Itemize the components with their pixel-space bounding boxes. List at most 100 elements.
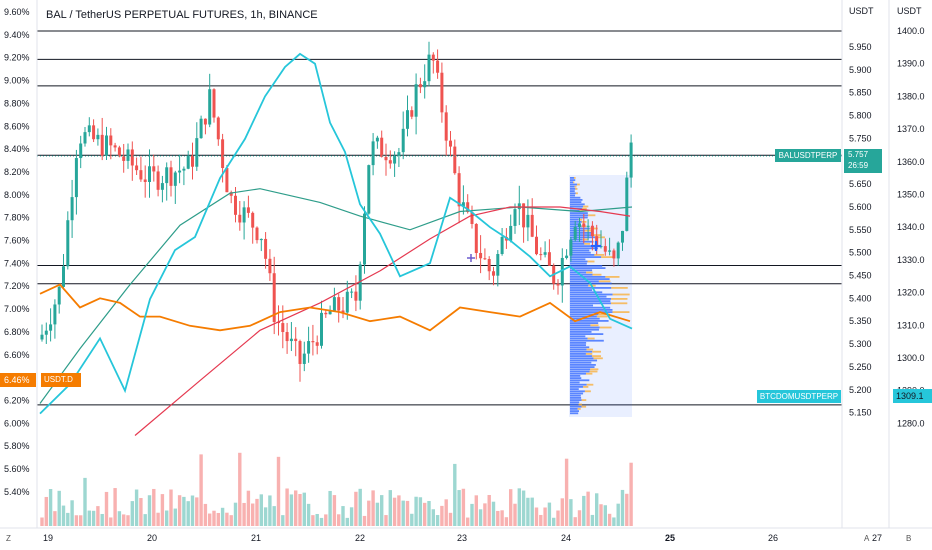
btcdom-symbol-label[interactable]: BTCDOMUSDTPERP <box>757 390 841 403</box>
volume-bar <box>616 503 620 526</box>
volume-bar <box>500 510 504 526</box>
profile-bar <box>570 350 593 353</box>
profile-bar <box>570 218 579 221</box>
volume-bar <box>534 507 539 526</box>
volume-bar <box>44 496 48 526</box>
time-axis[interactable]: 19 20 21 22 23 24 25 26 27 <box>43 533 882 543</box>
candle-body <box>535 236 538 255</box>
profile-bar <box>570 300 611 302</box>
volume-bar <box>319 517 324 526</box>
profile-bar <box>570 381 580 384</box>
left-axis-tick: 9.60% <box>4 7 30 17</box>
profile-bar <box>570 236 595 239</box>
profile-bar <box>570 295 607 298</box>
candle-body <box>117 147 121 157</box>
profile-bar <box>570 313 599 316</box>
mid-axis-tick: 5.650 <box>849 179 872 189</box>
profile-bar <box>570 322 599 324</box>
bal-countdown: 26:59 <box>848 161 869 170</box>
volume-bar <box>48 489 53 526</box>
candle-body <box>203 118 207 125</box>
volume-bar <box>457 490 461 526</box>
volume-bar <box>384 515 388 526</box>
candle-body <box>268 258 272 274</box>
plot-area[interactable] <box>37 0 842 528</box>
right-axis-tick: 1390.0 <box>897 59 925 69</box>
volume-bar <box>160 494 165 526</box>
candle-body <box>479 252 483 259</box>
candle-body <box>375 137 379 142</box>
candle-body <box>216 117 220 140</box>
volume-bar <box>526 497 530 526</box>
left-axis-tick: 7.40% <box>4 258 30 268</box>
profile-bar <box>570 203 585 206</box>
candle-body <box>315 342 319 346</box>
candle-body <box>234 195 237 215</box>
bal-price-label[interactable]: 5.757 26:59 <box>844 149 882 173</box>
left-axis-tick: 8.20% <box>4 167 30 177</box>
volume-bar <box>242 502 246 526</box>
profile-bar <box>570 293 613 296</box>
usdt-d-label[interactable]: USDT.D <box>41 373 81 387</box>
volume-profile[interactable] <box>569 175 632 417</box>
volume-bar <box>173 508 177 526</box>
volume-bar <box>401 500 405 526</box>
candle-body <box>143 179 147 182</box>
profile-bar <box>570 276 606 278</box>
candle-body <box>324 312 328 315</box>
candle-body <box>509 225 513 241</box>
usdt-percent-label[interactable]: 6.46% <box>0 373 36 387</box>
volume-bar <box>483 503 487 526</box>
volume-bar <box>259 494 263 526</box>
volume-bar <box>435 515 440 526</box>
right-axis[interactable]: 1400.0 1390.0 1380.0 1370.0 1360.0 1350.0 1340… <box>897 26 925 428</box>
volume-bar <box>177 495 182 526</box>
profile-bar <box>570 205 584 208</box>
btcdom-line <box>39 52 633 415</box>
profile-bar <box>570 260 588 263</box>
volume-bar <box>332 495 337 526</box>
candle-body <box>113 145 117 148</box>
profile-bar <box>570 188 576 190</box>
mid-axis[interactable]: 5.9505.9005.8505.8005.7505.7005.6505.600… <box>849 42 872 418</box>
profile-bar-up <box>585 372 593 375</box>
left-axis-tick: 6.00% <box>4 418 30 428</box>
candle-body <box>57 286 61 305</box>
zoom-button[interactable]: Z <box>6 534 11 543</box>
candle-body <box>122 156 126 161</box>
right-axis-tick: 1330.0 <box>897 255 925 265</box>
right-axis-tick: 1370.0 <box>897 124 925 134</box>
candle-body <box>109 135 113 146</box>
candle-body <box>453 146 457 174</box>
profile-bar-up <box>599 326 612 329</box>
profile-bar <box>570 232 592 234</box>
volume-bar <box>281 515 285 526</box>
volume-bar <box>109 517 113 526</box>
volume-bar <box>199 454 203 526</box>
btcdom-price-label[interactable]: 1309.1 <box>893 389 932 403</box>
bal-symbol-label[interactable]: BALUSDTPERP <box>775 149 841 162</box>
candle-body <box>406 110 409 129</box>
candle-body <box>328 311 332 315</box>
profile-bar <box>570 254 595 256</box>
candle-body <box>380 137 384 157</box>
candle-body <box>612 250 616 259</box>
auto-scale-button[interactable]: A <box>864 534 870 543</box>
left-axis[interactable]: 9.60% 9.40% 9.20% 9.00% 8.80% 8.60% 8.40% 8.20%… <box>4 7 30 497</box>
profile-bar <box>570 234 593 236</box>
left-axis-tick: 8.80% <box>4 98 30 108</box>
volume-bar <box>311 515 315 526</box>
volume-bar <box>130 501 134 526</box>
profile-bar <box>570 243 585 245</box>
profile-bar-up <box>588 214 596 217</box>
volume-bar <box>203 503 208 526</box>
volume-bar <box>569 499 573 526</box>
log-scale-button[interactable]: B <box>906 534 912 543</box>
candle-body <box>242 207 246 223</box>
profile-bar <box>570 399 582 401</box>
profile-bar <box>570 390 585 393</box>
volume-bar <box>306 503 311 526</box>
left-axis-tick: 5.60% <box>4 464 30 474</box>
candle-body <box>251 212 255 228</box>
